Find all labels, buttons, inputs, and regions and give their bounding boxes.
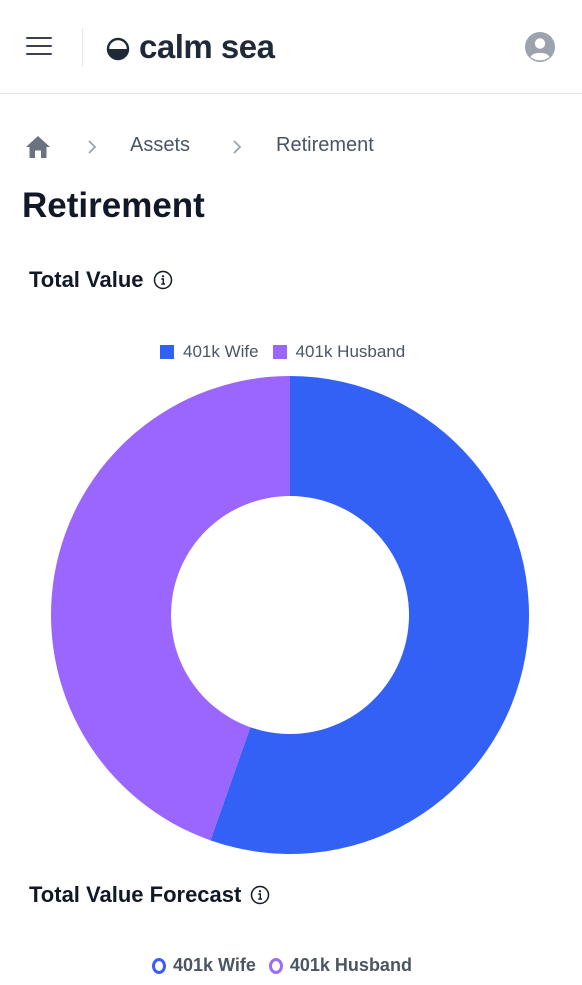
info-icon[interactable] xyxy=(153,270,173,290)
account-icon[interactable] xyxy=(524,31,556,63)
legend-ring-wife xyxy=(152,957,166,974)
logo[interactable]: calm sea xyxy=(106,27,275,67)
forecast-legend-wife[interactable]: 401k Wife xyxy=(173,955,256,975)
total-value-title: Total Value xyxy=(29,267,173,293)
forecast-legend: 401k Wife 401k Husband xyxy=(152,955,425,976)
chevron-right-icon xyxy=(88,140,97,154)
forecast-legend-husband[interactable]: 401k Husband xyxy=(289,955,412,975)
legend-ring-husband xyxy=(268,957,283,974)
menu-icon[interactable] xyxy=(22,32,58,62)
header-divider xyxy=(82,28,83,66)
total-value-title-text: Total Value xyxy=(29,267,144,292)
legend-item-husband[interactable]: 401k Husband xyxy=(272,342,406,362)
forecast-title-text: Total Value Forecast xyxy=(29,882,242,907)
page-title: Retirement xyxy=(22,186,205,225)
info-icon[interactable] xyxy=(250,885,270,905)
legend-swatch xyxy=(272,345,287,359)
chevron-right-icon xyxy=(233,140,242,154)
chart-legend: 401k Wife 401k Husband xyxy=(160,342,419,362)
donut-slice-husband[interactable] xyxy=(51,376,291,841)
donut-slice-wife[interactable] xyxy=(210,376,530,854)
logo-icon xyxy=(106,37,130,61)
breadcrumb: Assets Retirement xyxy=(24,130,544,164)
breadcrumb-retirement[interactable]: Retirement xyxy=(276,134,374,156)
breadcrumb-assets[interactable]: Assets xyxy=(130,134,191,156)
legend-swatch xyxy=(160,345,174,359)
logo-text: calm sea xyxy=(139,28,275,65)
donut-chart xyxy=(51,376,530,854)
legend-label: 401k Wife xyxy=(183,342,259,361)
legend-label: 401k Husband xyxy=(295,342,406,361)
home-icon[interactable] xyxy=(24,134,52,160)
legend-item-wife[interactable]: 401k Wife xyxy=(160,342,259,362)
forecast-title: Total Value Forecast xyxy=(29,882,270,908)
top-bar: calm sea xyxy=(0,0,582,94)
